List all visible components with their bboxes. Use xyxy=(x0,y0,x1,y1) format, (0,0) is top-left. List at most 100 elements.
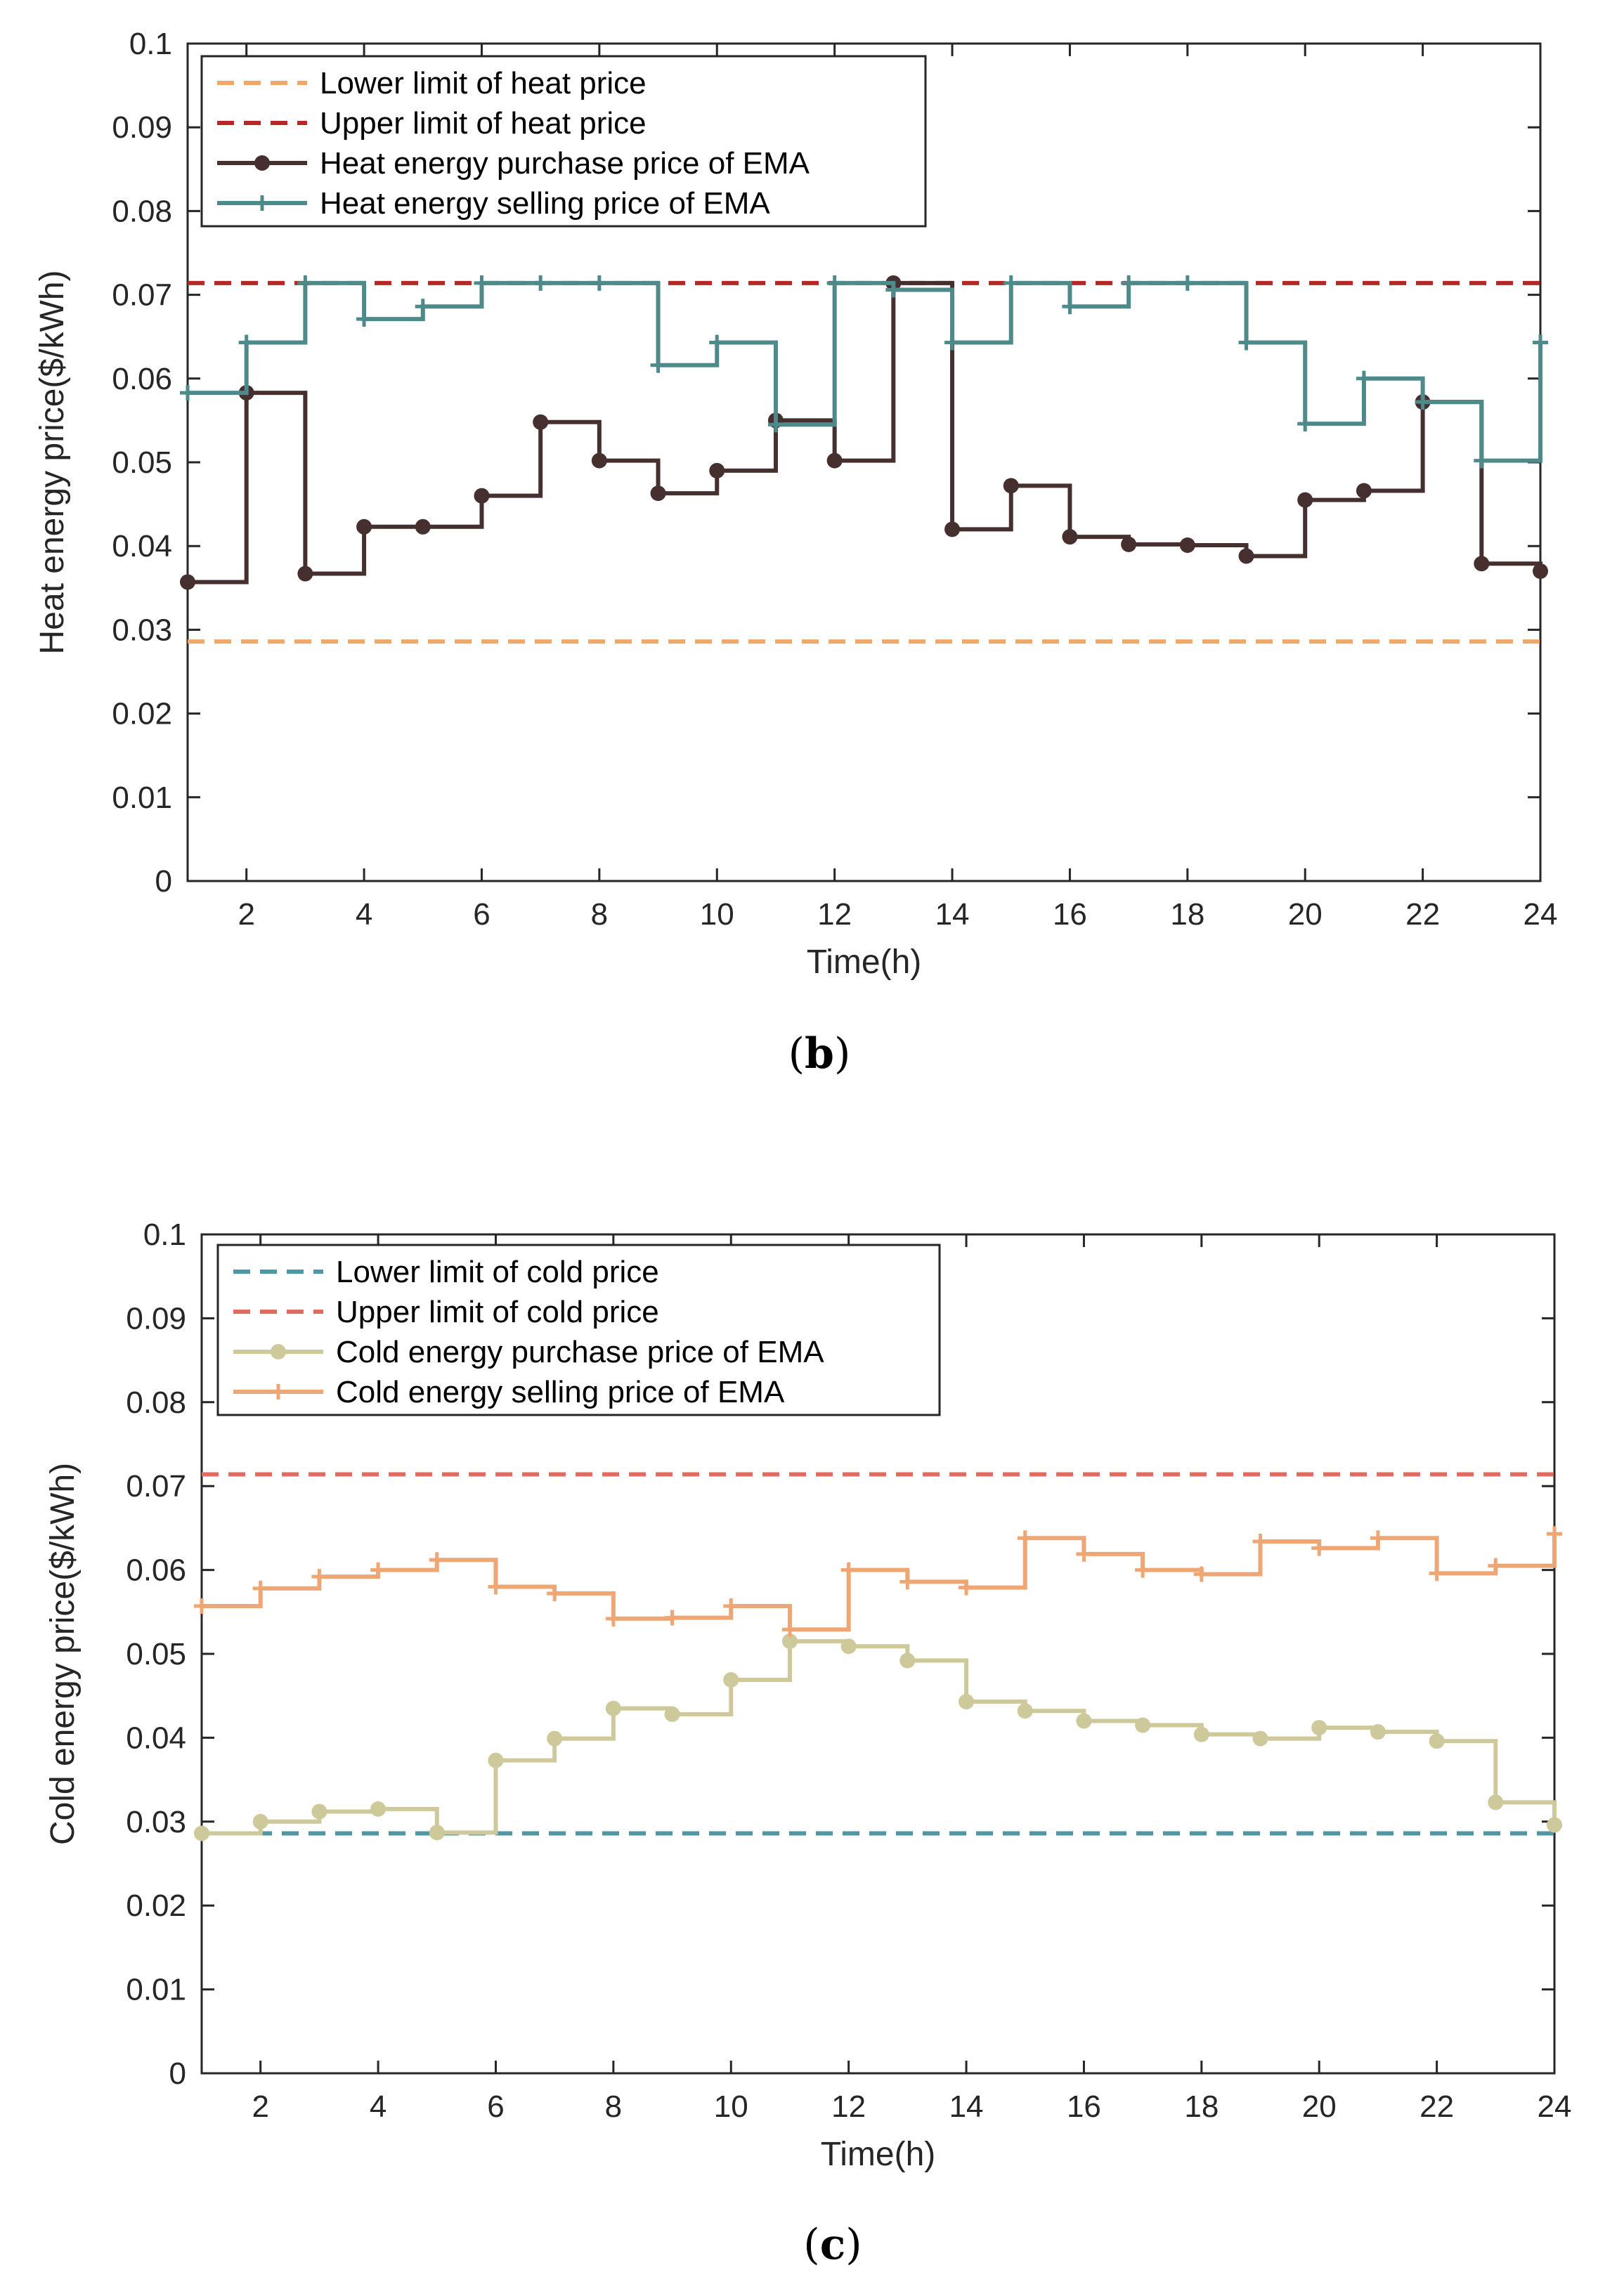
heat-y-tick-label-9: 0.09 xyxy=(112,110,172,145)
heat-x-tick-label-10: 22 xyxy=(1405,897,1440,932)
cold-series-2-point-1 xyxy=(252,1813,268,1829)
cold-series-2-point-3 xyxy=(370,1801,386,1817)
cold-x-tick-label-1: 4 xyxy=(370,2089,386,2124)
cold-series-3-point-3 xyxy=(370,1562,386,1578)
cold-series-3-point-9 xyxy=(723,1598,739,1614)
legend-swatch-heat-purchase-price xyxy=(217,155,307,171)
cold-y-tick-label-2: 0.02 xyxy=(126,1889,186,1923)
cold-y-tick-label-10: 0.1 xyxy=(143,1218,186,1252)
heat-y-axis-label: Heat energy price($/kWh) xyxy=(34,270,71,655)
cold-x-tick-label-0: 2 xyxy=(252,2089,268,2124)
legend-label-cold-lower-limit: Lower limit of cold price xyxy=(336,1255,659,1289)
legend-entry-heat-lower-limit: Lower limit of heat price xyxy=(217,66,647,100)
heat-x-tick-label-6: 14 xyxy=(935,897,970,932)
heat-series-3-point-10 xyxy=(767,417,784,433)
cold-x-axis-label: Time(h) xyxy=(821,2136,936,2173)
legend-label-cold-purchase-price: Cold energy purchase price of EMA xyxy=(336,1335,824,1369)
heat-x-tick-labels: 2 4 6 8 10 12 14 16 18 20 22 24 xyxy=(238,897,1557,932)
heat-y-tick-label-6: 0.06 xyxy=(112,362,172,396)
heat-x-tick-label-2: 6 xyxy=(473,897,490,932)
heat-y-tick-label-8: 0.08 xyxy=(112,194,172,228)
cold-x-tick-label-3: 8 xyxy=(605,2089,622,2124)
heat-x-tick-label-0: 2 xyxy=(238,897,254,932)
legend-entry-heat-upper-limit: Upper limit of heat price xyxy=(217,106,647,141)
cold-series-2-point-16 xyxy=(1135,1717,1151,1733)
cold-y-axis-label: Cold energy price($/kWh) xyxy=(44,1463,82,1845)
cold-y-tick-label-1: 0.01 xyxy=(126,1973,186,2007)
heat-series-3-point-1 xyxy=(238,334,254,351)
cold-legend-box xyxy=(216,1244,941,1416)
heat-series-2-point-18 xyxy=(1238,548,1254,564)
cold-series-3-point-17 xyxy=(1193,1566,1209,1582)
legend-entry-heat-selling-price: Heat energy selling price of EMA xyxy=(217,186,770,221)
legend-label-heat-upper-limit: Upper limit of heat price xyxy=(320,106,647,141)
heat-series-2-point-17 xyxy=(1179,537,1195,554)
legend-entry-cold-purchase-price: Cold energy purchase price of EMA xyxy=(233,1335,824,1369)
legend-swatch-cold-purchase-price xyxy=(233,1344,323,1359)
cold-x-tick-label-4: 10 xyxy=(714,2089,748,2124)
cold-series-3-point-14 xyxy=(1017,1530,1033,1546)
cold-series-3-point-6 xyxy=(547,1586,563,1602)
cold-series-2-point-8 xyxy=(664,1706,680,1722)
cold-series-2-point-14 xyxy=(1017,1703,1033,1719)
cold-series-3-point-19 xyxy=(1311,1540,1327,1556)
heat-series-3-point-9 xyxy=(709,334,725,351)
cold-series-3-point-8 xyxy=(664,1610,680,1626)
legend-label-heat-lower-limit: Lower limit of heat price xyxy=(320,66,647,100)
heat-x-tick-label-11: 24 xyxy=(1524,897,1558,932)
heat-series-3-point-18 xyxy=(1238,334,1254,351)
cold-series-2-point-0 xyxy=(194,1825,209,1841)
heat-y-tick-label-1: 0.01 xyxy=(112,781,172,815)
cold-series-2-point-21 xyxy=(1429,1733,1445,1749)
heat-series-3-point-6 xyxy=(533,275,549,291)
cold-series-2-point-22 xyxy=(1488,1794,1504,1811)
heat-chart-caption: (b) xyxy=(788,1029,851,1078)
cold-series-3-point-13 xyxy=(959,1579,975,1596)
heat-series-2-point-9 xyxy=(709,462,725,478)
heat-series-3-point-16 xyxy=(1121,275,1137,291)
cold-series-2-point-13 xyxy=(959,1694,975,1710)
heat-legend-box xyxy=(200,55,927,228)
legend-label-heat-purchase-price: Heat energy purchase price of EMA xyxy=(320,146,810,181)
cold-series-2-point-2 xyxy=(311,1803,327,1820)
heat-y-tick-label-3: 0.03 xyxy=(112,613,172,647)
heat-price-chart: 0 0.01 0.02 0.03 0.04 0.05 0.06 0.07 0.08 0.09 0.1… xyxy=(34,27,1557,1078)
cold-series-3-point-2 xyxy=(311,1569,327,1585)
cold-series-2-point-11 xyxy=(840,1638,857,1655)
heat-series-3-point-3 xyxy=(356,311,372,327)
legend-label-cold-upper-limit: Upper limit of cold price xyxy=(336,1295,659,1329)
cold-series-3-point-22 xyxy=(1488,1558,1504,1574)
cold-y-tick-labels: 0 0.01 0.02 0.03 0.04 0.05 0.06 0.07 0.08 0.09 0.1 xyxy=(126,1218,186,2091)
heat-series-2-point-5 xyxy=(474,488,490,504)
cold-series-2-point-17 xyxy=(1193,1726,1209,1742)
cold-series-2-point-23 xyxy=(1547,1817,1562,1833)
cold-series xyxy=(194,1472,1562,1841)
cold-x-tick-label-7: 16 xyxy=(1067,2089,1101,2124)
heat-series-2-point-8 xyxy=(650,485,666,502)
heat-series-2-point-23 xyxy=(1533,563,1548,579)
heat-y-tick-label-10: 0.1 xyxy=(129,27,172,61)
cold-price-chart: 0 0.01 0.02 0.03 0.04 0.05 0.06 0.07 0.08 0.09 0.1… xyxy=(44,1218,1571,2269)
legend-entry-cold-lower-limit: Lower limit of cold price xyxy=(233,1255,659,1289)
cold-legend-sample-2-marker xyxy=(271,1344,286,1359)
cold-series-2-point-18 xyxy=(1252,1730,1268,1747)
heat-y-tick-label-7: 0.07 xyxy=(112,278,172,313)
heat-legend-sample-2-marker xyxy=(254,155,270,171)
cold-x-tick-label-6: 14 xyxy=(949,2089,984,2124)
legend-swatch-heat-selling-price xyxy=(217,195,307,211)
cold-y-tick-label-9: 0.09 xyxy=(126,1301,186,1336)
cold-series-2-line xyxy=(202,1639,1557,1836)
cold-series-2-point-12 xyxy=(899,1652,916,1669)
cold-x-tick-label-9: 20 xyxy=(1302,2089,1337,2124)
heat-x-tick-label-9: 20 xyxy=(1288,897,1323,932)
cold-series-2-point-20 xyxy=(1370,1724,1386,1740)
cold-legend: Lower limit of cold price Upper limit of… xyxy=(216,1244,941,1416)
heat-series-2-point-0 xyxy=(180,574,195,590)
heat-x-axis-label: Time(h) xyxy=(807,944,922,981)
cold-x-tick-label-8: 18 xyxy=(1184,2089,1219,2124)
heat-series-3-point-12 xyxy=(885,282,902,298)
heat-series-3-point-19 xyxy=(1297,416,1313,432)
cold-series-3-point-18 xyxy=(1252,1534,1268,1549)
heat-series-3-point-7 xyxy=(591,275,607,291)
